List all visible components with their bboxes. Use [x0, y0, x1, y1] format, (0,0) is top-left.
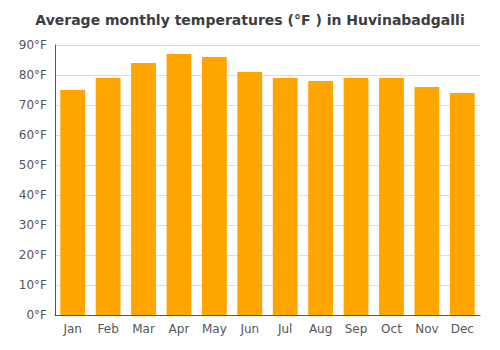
svg-text:20°F: 20°F: [19, 248, 47, 262]
svg-text:Oct: Oct: [381, 322, 402, 336]
svg-text:Feb: Feb: [98, 322, 119, 336]
svg-text:Dec: Dec: [451, 322, 474, 336]
svg-text:Jul: Jul: [277, 322, 292, 336]
svg-text:May: May: [202, 322, 227, 336]
svg-text:Mar: Mar: [132, 322, 155, 336]
svg-text:Average monthly temperatures (: Average monthly temperatures (°F ) in Hu…: [35, 12, 464, 28]
svg-text:50°F: 50°F: [19, 158, 47, 172]
svg-text:40°F: 40°F: [19, 188, 47, 202]
svg-text:10°F: 10°F: [19, 278, 47, 292]
svg-text:90°F: 90°F: [19, 38, 47, 52]
svg-text:0°F: 0°F: [26, 308, 47, 322]
svg-text:Jan: Jan: [62, 322, 82, 336]
svg-text:Aug: Aug: [309, 322, 332, 336]
svg-text:Nov: Nov: [415, 322, 438, 336]
svg-text:70°F: 70°F: [19, 98, 47, 112]
svg-text:60°F: 60°F: [19, 128, 47, 142]
svg-text:30°F: 30°F: [19, 218, 47, 232]
svg-text:Sep: Sep: [345, 322, 368, 336]
svg-text:Jun: Jun: [239, 322, 259, 336]
svg-text:80°F: 80°F: [19, 68, 47, 82]
svg-text:Apr: Apr: [169, 322, 190, 336]
